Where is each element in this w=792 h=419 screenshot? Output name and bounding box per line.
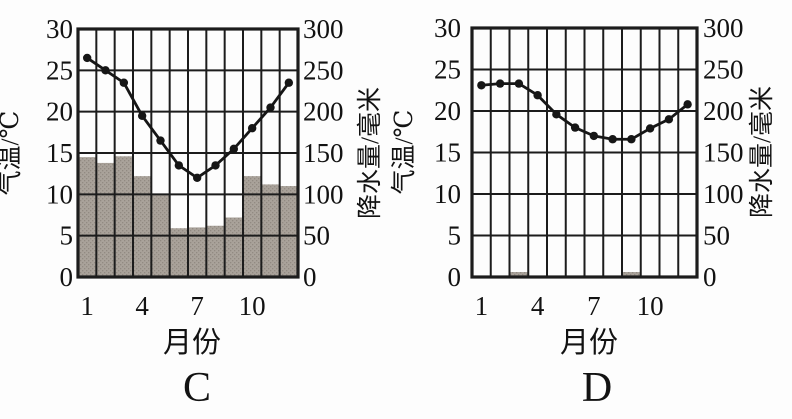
temperature-point-month-4 (137, 111, 147, 121)
right-axis-tick-label: 100 (703, 179, 744, 209)
x-axis-title: 月份 (163, 326, 221, 359)
temperature-point-month-7 (589, 131, 599, 141)
x-axis-tick-label: 7 (190, 291, 204, 321)
right-axis-tick-label: 50 (303, 221, 330, 251)
plot-frame (76, 27, 300, 279)
temperature-point-month-9 (627, 135, 636, 144)
precipitation-bar-month-11 (261, 184, 280, 277)
right-axis-title: 降水量/毫米 (356, 87, 384, 219)
temperature-point-month-3 (514, 79, 524, 88)
precipitation-bar-month-1 (78, 157, 97, 277)
temperature-point-month-12 (284, 78, 294, 87)
x-axis-tick-label: 10 (239, 291, 266, 321)
left-axis-tick-label: 15 (434, 138, 461, 168)
plot-frame (470, 26, 699, 279)
right-axis-tick-label: 150 (703, 138, 744, 168)
x-axis-tick-label: 1 (475, 291, 489, 321)
x-axis-title: 月份 (560, 326, 618, 359)
panel-label: C (183, 365, 211, 411)
temperature-point-month-8 (211, 161, 220, 170)
temperature-point-month-5 (552, 110, 561, 119)
precipitation-bar-month-7 (188, 227, 207, 277)
left-axis-tick-label: 10 (46, 179, 73, 209)
x-axis-tick-label: 4 (531, 291, 545, 321)
temperature-point-month-6 (174, 161, 184, 170)
left-axis-tick-label: 5 (60, 221, 74, 251)
precipitation-bar-month-9 (224, 217, 243, 277)
right-axis-tick-label: 300 (703, 13, 744, 43)
left-axis-tick-label: 20 (434, 96, 461, 126)
precipitation-bar-month-3 (509, 272, 529, 277)
temperature-point-month-5 (156, 136, 165, 145)
right-axis-tick-label: 0 (703, 262, 717, 292)
right-axis-tick-label: 0 (303, 262, 317, 292)
precipitation-bar-month-9 (622, 272, 641, 277)
panel-label: D (582, 365, 612, 411)
left-axis-tick-label: 0 (60, 262, 74, 292)
temperature-point-month-11 (266, 103, 275, 112)
left-axis-tick-label: 25 (434, 55, 461, 85)
temperature-point-month-2 (101, 66, 110, 75)
precipitation-bar-month-10 (243, 176, 262, 277)
left-axis-tick-label: 10 (434, 179, 461, 209)
temperature-point-month-9 (229, 144, 239, 154)
temperature-point-month-7 (192, 173, 202, 182)
x-axis-tick-label: 7 (587, 291, 601, 321)
right-axis-tick-label: 250 (303, 55, 344, 85)
right-axis-tick-label: 150 (303, 138, 344, 168)
left-axis-tick-label: 20 (46, 97, 73, 127)
precipitation-bar-month-4 (133, 176, 152, 277)
temperature-point-month-6 (570, 123, 580, 132)
temperature-point-month-1 (82, 53, 92, 63)
x-axis-tick-label: 10 (637, 291, 664, 321)
left-axis-tick-label: 30 (434, 13, 461, 43)
precipitation-bar-month-6 (169, 228, 188, 277)
temperature-point-month-2 (495, 79, 505, 88)
right-axis-tick-label: 100 (303, 179, 344, 209)
left-axis-tick-label: 25 (46, 55, 73, 85)
right-axis-tick-label: 50 (703, 221, 730, 251)
precipitation-bar-month-8 (206, 225, 225, 277)
temperature-point-month-1 (477, 81, 486, 90)
left-axis-title: 气温/℃ (390, 110, 418, 195)
temperature-point-month-4 (533, 91, 542, 100)
temperature-point-month-10 (247, 124, 257, 133)
left-axis-title: 气温/℃ (0, 111, 24, 196)
x-axis-tick-label: 1 (80, 291, 94, 321)
left-axis-tick-label: 15 (46, 138, 73, 168)
left-axis-tick-label: 30 (46, 14, 73, 44)
temperature-point-month-12 (683, 100, 692, 109)
right-axis-title: 降水量/毫米 (748, 86, 776, 218)
right-axis-tick-label: 200 (303, 97, 344, 127)
left-axis-tick-label: 0 (448, 262, 462, 292)
right-axis-tick-label: 300 (303, 14, 344, 44)
temperature-point-month-3 (119, 78, 129, 87)
right-axis-tick-label: 200 (703, 96, 744, 126)
left-axis-tick-label: 5 (448, 221, 462, 251)
temperature-point-month-8 (608, 135, 617, 144)
temperature-point-month-11 (664, 115, 674, 124)
precipitation-bar-month-3 (114, 156, 133, 277)
precipitation-bar-month-12 (279, 186, 298, 277)
right-axis-tick-label: 250 (703, 55, 744, 85)
x-axis-tick-label: 4 (135, 291, 149, 321)
precipitation-bar-month-2 (96, 162, 115, 277)
temperature-point-month-10 (645, 124, 655, 133)
